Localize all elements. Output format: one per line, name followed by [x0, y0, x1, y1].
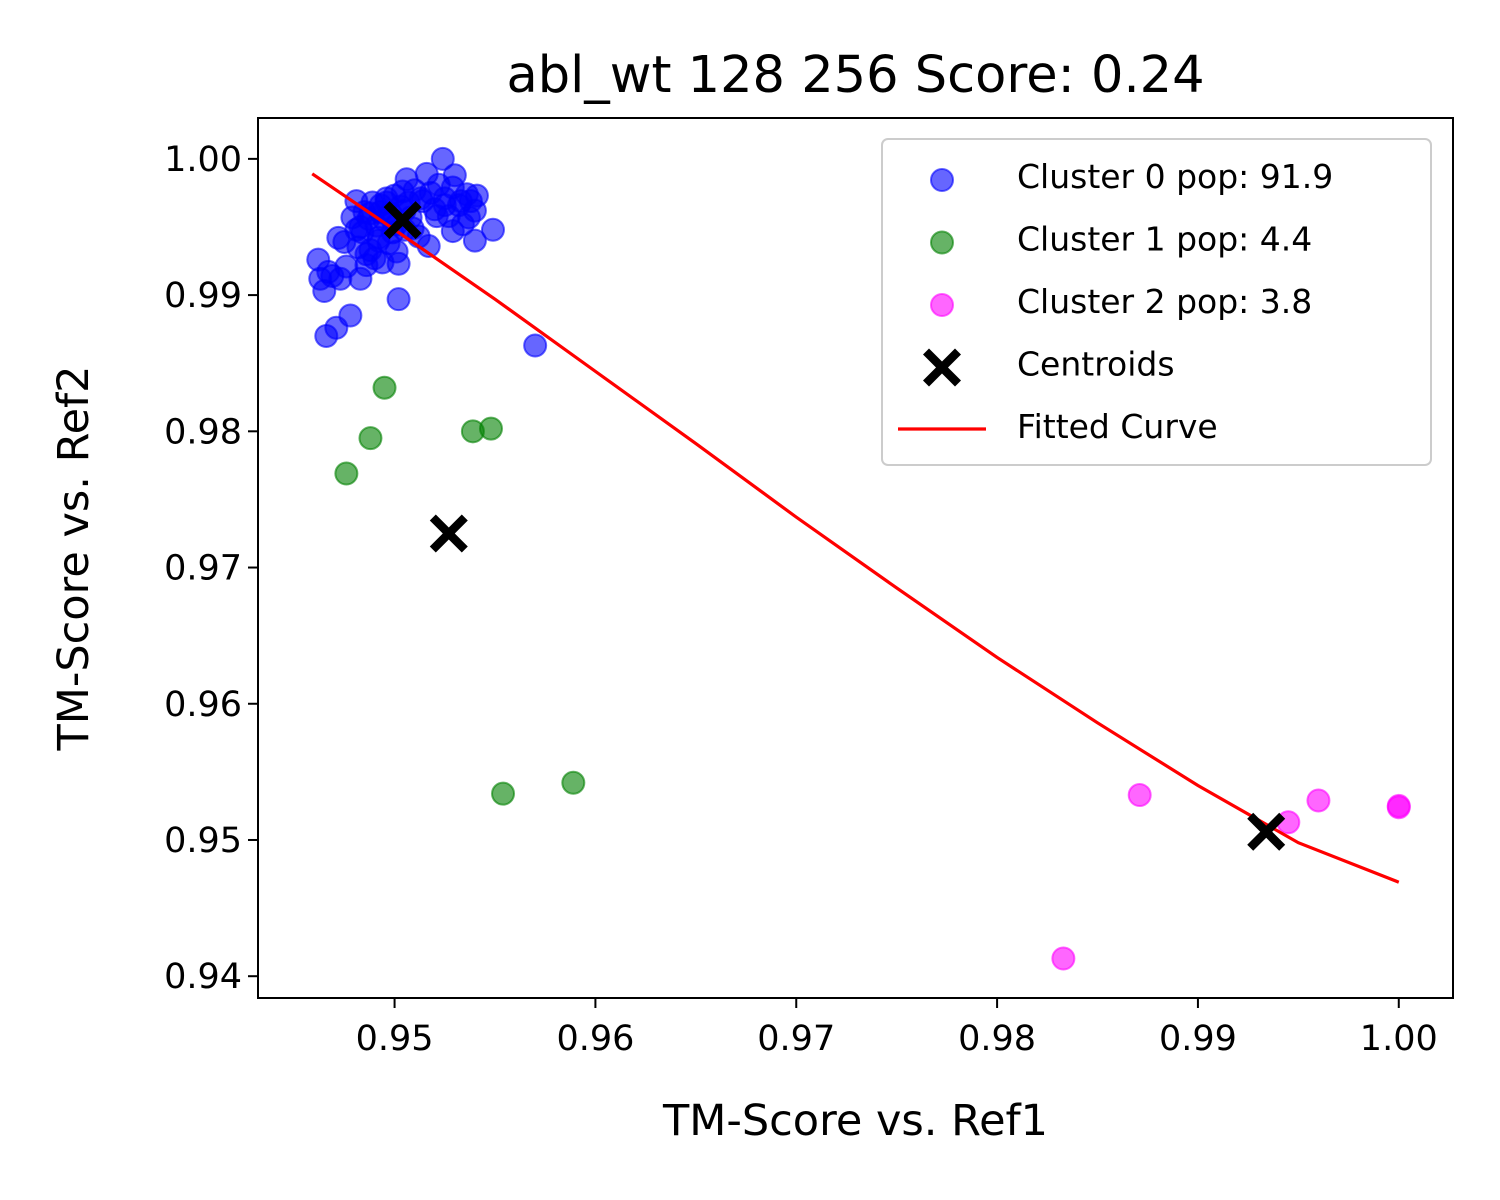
cluster-0-point — [316, 259, 341, 284]
y-axis-label: TM-Score vs. Ref2 — [49, 365, 99, 751]
y-tick-label: 0.99 — [164, 276, 242, 316]
x-tick-label: 0.99 — [1159, 1019, 1237, 1059]
ticks-layer: 0.95 0.96 0.97 0.98 0.99 1.00 0.94 0.95 0.96 0.97… — [164, 140, 1438, 1059]
legend-swatch — [930, 230, 954, 255]
legend-label: Cluster 1 pop: 4.4 — [1017, 220, 1312, 259]
y-tick-label: 0.97 — [164, 549, 242, 589]
legend-box — [881, 138, 1432, 466]
legend-swatch — [930, 293, 954, 317]
cluster-2-point — [1386, 793, 1411, 818]
cluster-0-point — [386, 287, 411, 312]
legend: Cluster 0 pop: 91.9 Cluster 1 pop: 4.4 Clu… — [881, 138, 1432, 466]
cluster-0-point — [442, 163, 467, 188]
x-tick-label: 0.96 — [556, 1019, 634, 1059]
x-tick-label: 0.98 — [958, 1019, 1036, 1059]
y-tick-label: 1.00 — [164, 140, 242, 180]
cluster-1-point — [561, 770, 586, 795]
cluster-0-point — [354, 242, 379, 267]
cluster-1-point — [334, 461, 359, 486]
cluster-0-point — [462, 228, 487, 253]
cluster-0-point — [440, 219, 465, 244]
centroid-marker — [383, 201, 422, 240]
cluster-1-point — [478, 416, 503, 441]
fitted-curve-line — [311, 172, 1400, 884]
legend-label: Fitted Curve — [1017, 407, 1218, 446]
y-tick-label: 0.95 — [164, 821, 242, 861]
chart-title: abl_wt 128 256 Score: 0.24 — [506, 46, 1204, 105]
cluster-2-point — [1306, 788, 1331, 813]
x-tick-label: 1.00 — [1360, 1019, 1438, 1059]
points-layer — [306, 146, 1411, 971]
y-tick-label: 0.98 — [164, 412, 242, 452]
y-tick-label: 0.94 — [164, 957, 242, 997]
cluster-0-point — [523, 333, 548, 358]
x-axis-label: TM-Score vs. Ref1 — [662, 1096, 1048, 1146]
cluster-0-point — [456, 205, 481, 230]
cluster-0-point — [326, 225, 351, 250]
y-tick-label: 0.96 — [164, 685, 242, 725]
cluster-2-point — [1051, 946, 1076, 971]
cluster-1-point — [491, 781, 516, 806]
cluster-2-point — [1127, 783, 1152, 808]
legend-swatch — [923, 348, 961, 387]
legend-label: Cluster 0 pop: 91.9 — [1017, 157, 1333, 196]
legend-label: Centroids — [1017, 345, 1175, 384]
cluster-1-point — [372, 375, 397, 400]
centroid-marker — [1247, 812, 1286, 851]
cluster-0-point — [384, 239, 409, 264]
cluster-0-point — [430, 146, 455, 171]
cluster-0-point — [338, 303, 363, 328]
x-tick-label: 0.97 — [757, 1019, 835, 1059]
centroid-marker — [429, 514, 468, 553]
cluster-0-point — [480, 217, 505, 242]
legend-label: Cluster 2 pop: 3.8 — [1017, 282, 1312, 321]
plot-frame — [257, 117, 1454, 999]
cluster-1-point — [358, 426, 383, 451]
legend-swatch — [930, 168, 954, 192]
x-tick-label: 0.95 — [356, 1019, 434, 1059]
